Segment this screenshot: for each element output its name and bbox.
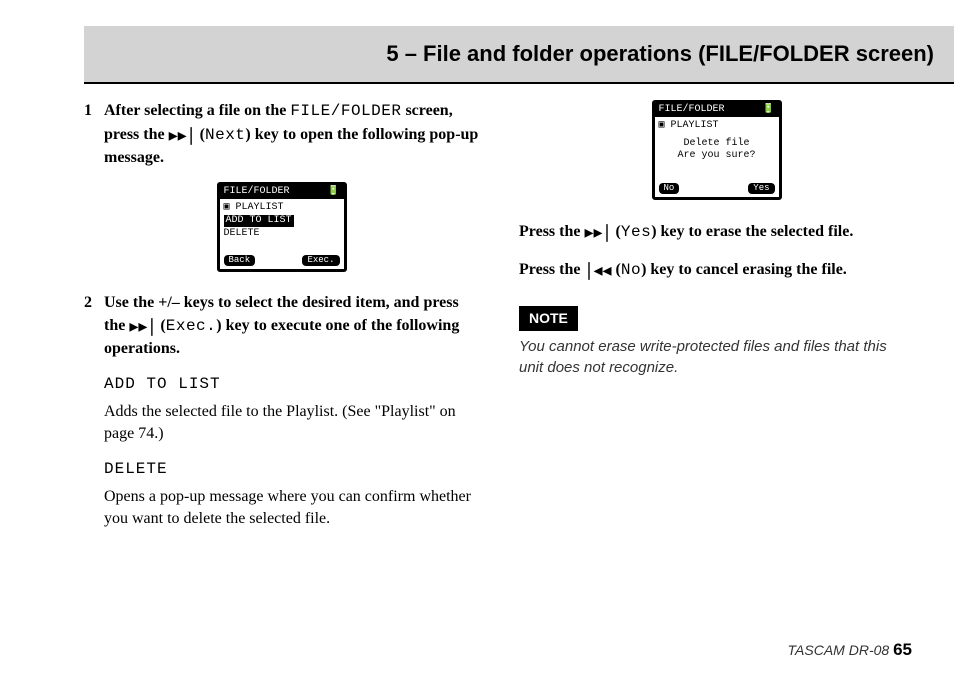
p1-mono: Yes (621, 223, 651, 241)
p2-b: ( (612, 261, 621, 278)
content-columns: 1 After selecting a file on the FILE/FOL… (84, 100, 914, 543)
step1-c: ( (196, 126, 205, 143)
step1-mono1: FILE/FOLDER (290, 102, 401, 120)
step-1: 1 After selecting a file on the FILE/FOL… (84, 100, 479, 168)
footer-product: TASCAM DR-08 (788, 642, 894, 658)
step-1-number: 1 (84, 100, 104, 168)
step-2-number: 2 (84, 292, 104, 359)
lcd2-yes-btn: Yes (748, 183, 774, 194)
lcd2-no-btn: No (659, 183, 680, 194)
step2-b: ( (156, 317, 165, 334)
lcd2-title: FILE/FOLDER 🔋 (655, 103, 779, 117)
header-band: 5 – File and folder operations (FILE/FOL… (84, 26, 954, 82)
step2-mono: Exec. (166, 317, 217, 335)
lcd-screen-1: FILE/FOLDER 🔋 ▣ PLAYLIST ADD TO LIST DEL… (217, 182, 347, 272)
press-no-para: Press the ∣◂◂ (No) key to cancel erasing… (519, 258, 914, 282)
step-2-text: Use the +/– keys to select the desired i… (104, 292, 479, 359)
lcd1-bottom: Back Exec. (220, 253, 344, 269)
battery-icon: 🔋 (327, 186, 339, 198)
no-key-icon: ∣◂◂ (584, 260, 611, 280)
add-to-list-label: ADD TO LIST (104, 374, 479, 396)
lcd2-row1: ▣ PLAYLIST (659, 120, 775, 132)
chapter-title: 5 – File and folder operations (FILE/FOL… (386, 41, 934, 67)
lcd-2-wrap: FILE/FOLDER 🔋 ▣ PLAYLIST Delete file Are… (519, 100, 914, 200)
lcd-screen-2: FILE/FOLDER 🔋 ▣ PLAYLIST Delete file Are… (652, 100, 782, 200)
p1-a: Press the (519, 223, 584, 240)
lcd1-row1: ▣ PLAYLIST (224, 202, 340, 214)
p2-a: Press the (519, 261, 584, 278)
lcd1-exec-btn: Exec. (302, 255, 339, 266)
page-number: 65 (893, 640, 912, 659)
exec-key-icon: ▸▸∣ (129, 316, 156, 336)
lcd1-title: FILE/FOLDER 🔋 (220, 185, 344, 199)
step-1-text: After selecting a file on the FILE/FOLDE… (104, 100, 479, 168)
p2-mono: No (621, 261, 641, 279)
yes-key-icon: ▸▸∣ (584, 222, 611, 242)
p1-c: ) key to erase the selected file. (651, 223, 853, 240)
p1-b: ( (612, 223, 621, 240)
lcd2-center: Delete file Are you sure? (659, 138, 775, 162)
lcd1-row2: ADD TO LIST (224, 215, 294, 227)
step1-a: After selecting a file on the (104, 102, 290, 119)
battery-icon: 🔋 (762, 104, 774, 116)
next-key-icon: ▸▸∣ (169, 125, 196, 145)
step-2: 2 Use the +/– keys to select the desired… (84, 292, 479, 359)
delete-label: DELETE (104, 459, 479, 481)
right-column: FILE/FOLDER 🔋 ▣ PLAYLIST Delete file Are… (519, 100, 914, 543)
lcd2-center2: Are you sure? (659, 150, 775, 162)
add-to-list-text: Adds the selected file to the Playlist. … (104, 401, 479, 444)
delete-text: Opens a pop-up message where you can con… (104, 486, 479, 529)
lcd1-row3: DELETE (224, 228, 340, 240)
header-underline (84, 82, 954, 84)
lcd-1-wrap: FILE/FOLDER 🔋 ▣ PLAYLIST ADD TO LIST DEL… (84, 182, 479, 272)
lcd1-body: ▣ PLAYLIST ADD TO LIST DELETE (220, 199, 344, 243)
note-text: You cannot erase write-protected files a… (519, 337, 914, 378)
lcd2-title-left: FILE/FOLDER (659, 104, 725, 116)
page-footer: TASCAM DR-08 65 (788, 640, 912, 660)
lcd2-center1: Delete file (659, 138, 775, 150)
lcd2-body: ▣ PLAYLIST Delete file Are you sure? (655, 117, 779, 171)
left-column: 1 After selecting a file on the FILE/FOL… (84, 100, 479, 543)
lcd2-bottom: No Yes (655, 181, 779, 197)
lcd1-title-left: FILE/FOLDER (224, 186, 290, 198)
p2-c: ) key to cancel erasing the file. (641, 261, 847, 278)
step1-mono2: Next (205, 126, 245, 144)
lcd1-back-btn: Back (224, 255, 256, 266)
note-label: NOTE (519, 306, 578, 331)
press-yes-para: Press the ▸▸∣ (Yes) key to erase the sel… (519, 220, 914, 244)
